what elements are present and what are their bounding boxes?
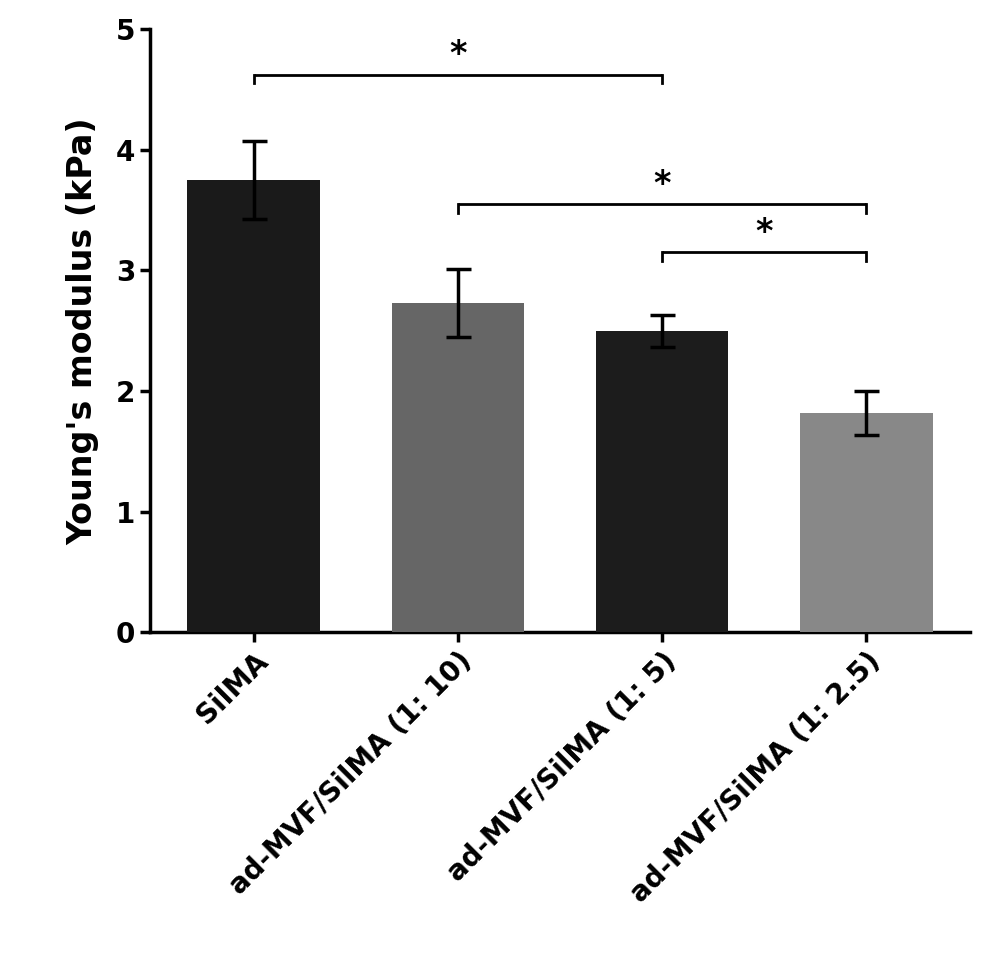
Bar [392,303,524,632]
Bar [800,413,933,632]
Y-axis label: Young's modulus (kPa): Young's modulus (kPa) [66,117,99,545]
Bar [596,331,728,632]
Bar [187,180,320,632]
Text: *: * [449,38,467,71]
Text: *: * [755,216,773,249]
Text: *: * [653,167,671,200]
